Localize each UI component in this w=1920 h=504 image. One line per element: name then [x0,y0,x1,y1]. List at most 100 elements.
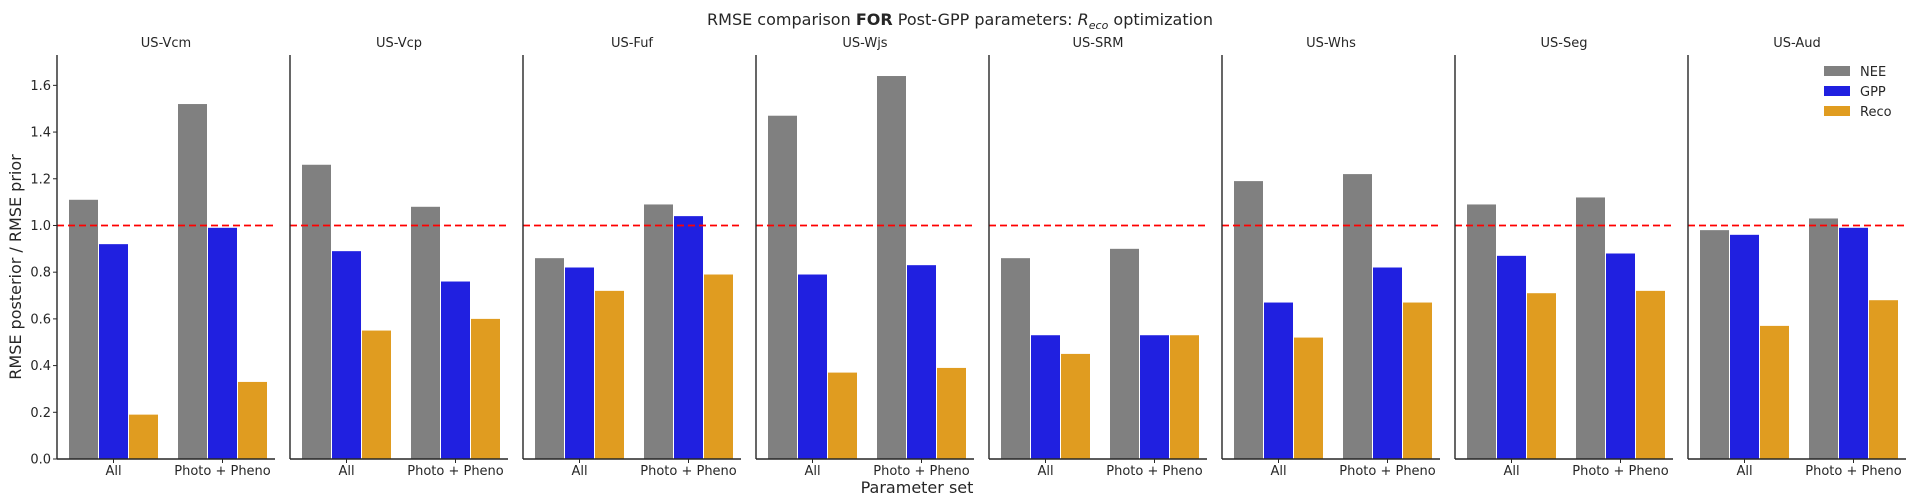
bar-nee [69,199,98,459]
bar-nee [768,115,797,459]
facet-title: US-Vcp [376,36,422,51]
panel-us-vcm: US-Vcm All Photo + Pheno 0.0 0.2 0.4 0.6 0.8 1.0… [30,36,275,479]
bar-gpp [1730,234,1759,459]
panels: US-Vcm All Photo + Pheno 0.0 0.2 0.4 0.6 0.8 1.0… [30,36,1906,479]
bar-gpp [798,274,827,459]
facet-title: US-Whs [1306,36,1356,51]
bar-nee [302,164,331,459]
bar-gpp [674,216,703,459]
bar-reco [238,381,267,459]
y-tick-label: 0.4 [30,359,51,374]
bar-reco [828,372,857,459]
bar-nee [1700,230,1729,459]
y-tick-label: 1.4 [30,126,51,141]
facet-title: US-Seg [1541,36,1588,51]
bar-reco [129,414,158,459]
x-tick-label: All [1736,464,1752,479]
bar-nee [535,258,564,459]
bar-nee [411,206,440,459]
bar-reco [362,330,391,459]
bar-nee [1343,174,1372,459]
y-tick-label: 0.6 [30,312,51,327]
x-tick-label: Photo + Pheno [174,464,271,479]
facet-title: US-SRM [1073,36,1124,51]
bar-gpp [1140,335,1169,459]
y-tick-label: 0.0 [30,453,51,468]
facet-title: US-Wjs [842,36,887,51]
bar-reco [1636,290,1665,459]
legend-label-gpp: GPP [1860,85,1886,100]
bar-reco [471,318,500,459]
y-tick-label: 1.6 [30,79,51,94]
y-axis-label: RMSE posterior / RMSE prior [6,154,25,380]
bar-nee [644,204,673,459]
bar-reco [937,367,966,459]
bar-reco [1869,300,1898,459]
bar-reco [1527,293,1556,459]
bar-gpp [1373,267,1402,459]
bar-reco [1170,335,1199,459]
bar-nee [1110,248,1139,459]
legend-swatch-gpp [1824,86,1850,96]
bar-reco [1760,325,1789,459]
facet-title: US-Fuf [611,36,653,51]
x-tick-label: All [804,464,820,479]
y-tick-label: 1.0 [30,219,51,234]
bar-gpp [1497,255,1526,459]
bar-gpp [1031,335,1060,459]
y-tick-label: 1.2 [30,172,51,187]
x-tick-label: All [1270,464,1286,479]
bar-gpp [1264,302,1293,459]
x-tick-label: All [105,464,121,479]
bar-nee [1234,181,1263,459]
bar-gpp [1606,253,1635,459]
x-tick-label: All [1503,464,1519,479]
panel-us-whs: US-Whs All Photo + Pheno [1221,36,1440,479]
bar-gpp [441,281,470,459]
panel-us-aud: US-Aud All Photo + Pheno [1687,36,1906,479]
panel-us-seg: US-Seg All Photo + Pheno [1454,36,1673,479]
bar-gpp [907,265,936,459]
bar-reco [595,290,624,459]
panel-us-fuf: US-Fuf All Photo + Pheno [522,36,741,479]
bar-reco [1294,337,1323,459]
x-tick-label: All [571,464,587,479]
bar-reco [1061,353,1090,459]
bar-nee [877,76,906,460]
x-tick-label: All [338,464,354,479]
x-tick-label: Photo + Pheno [873,464,970,479]
bar-gpp [565,267,594,459]
bar-gpp [1839,227,1868,459]
bar-nee [1001,258,1030,459]
bar-nee [1467,204,1496,459]
legend-label-nee: NEE [1860,65,1886,80]
y-tick-label: 0.2 [30,406,51,421]
x-axis-label: Parameter set [861,478,974,497]
bar-gpp [208,227,237,459]
x-tick-label: All [1037,464,1053,479]
facet-title: US-Vcm [141,36,191,51]
legend-swatch-reco [1824,106,1850,116]
x-tick-label: Photo + Pheno [640,464,737,479]
bar-nee [178,104,207,459]
legend-label-reco: Reco [1860,105,1892,120]
bar-reco [1403,302,1432,459]
chart-title: RMSE comparison FOR Post-GPP parameters:… [707,10,1213,32]
y-tick-label: 0.8 [30,266,51,281]
x-tick-label: Photo + Pheno [1339,464,1436,479]
bar-nee [1809,218,1838,459]
bar-gpp [332,251,361,459]
panel-us-vcp: US-Vcp All Photo + Pheno [289,36,508,479]
panel-us-srm: US-SRM All Photo + Pheno [988,36,1207,479]
x-tick-label: Photo + Pheno [1805,464,1902,479]
x-tick-label: Photo + Pheno [407,464,504,479]
panel-us-wjs: US-Wjs All Photo + Pheno [755,36,974,479]
bar-nee [1576,197,1605,459]
bar-gpp [99,244,128,459]
x-tick-label: Photo + Pheno [1106,464,1203,479]
x-tick-label: Photo + Pheno [1572,464,1669,479]
facet-title: US-Aud [1773,36,1821,51]
legend-swatch-nee [1824,66,1850,76]
